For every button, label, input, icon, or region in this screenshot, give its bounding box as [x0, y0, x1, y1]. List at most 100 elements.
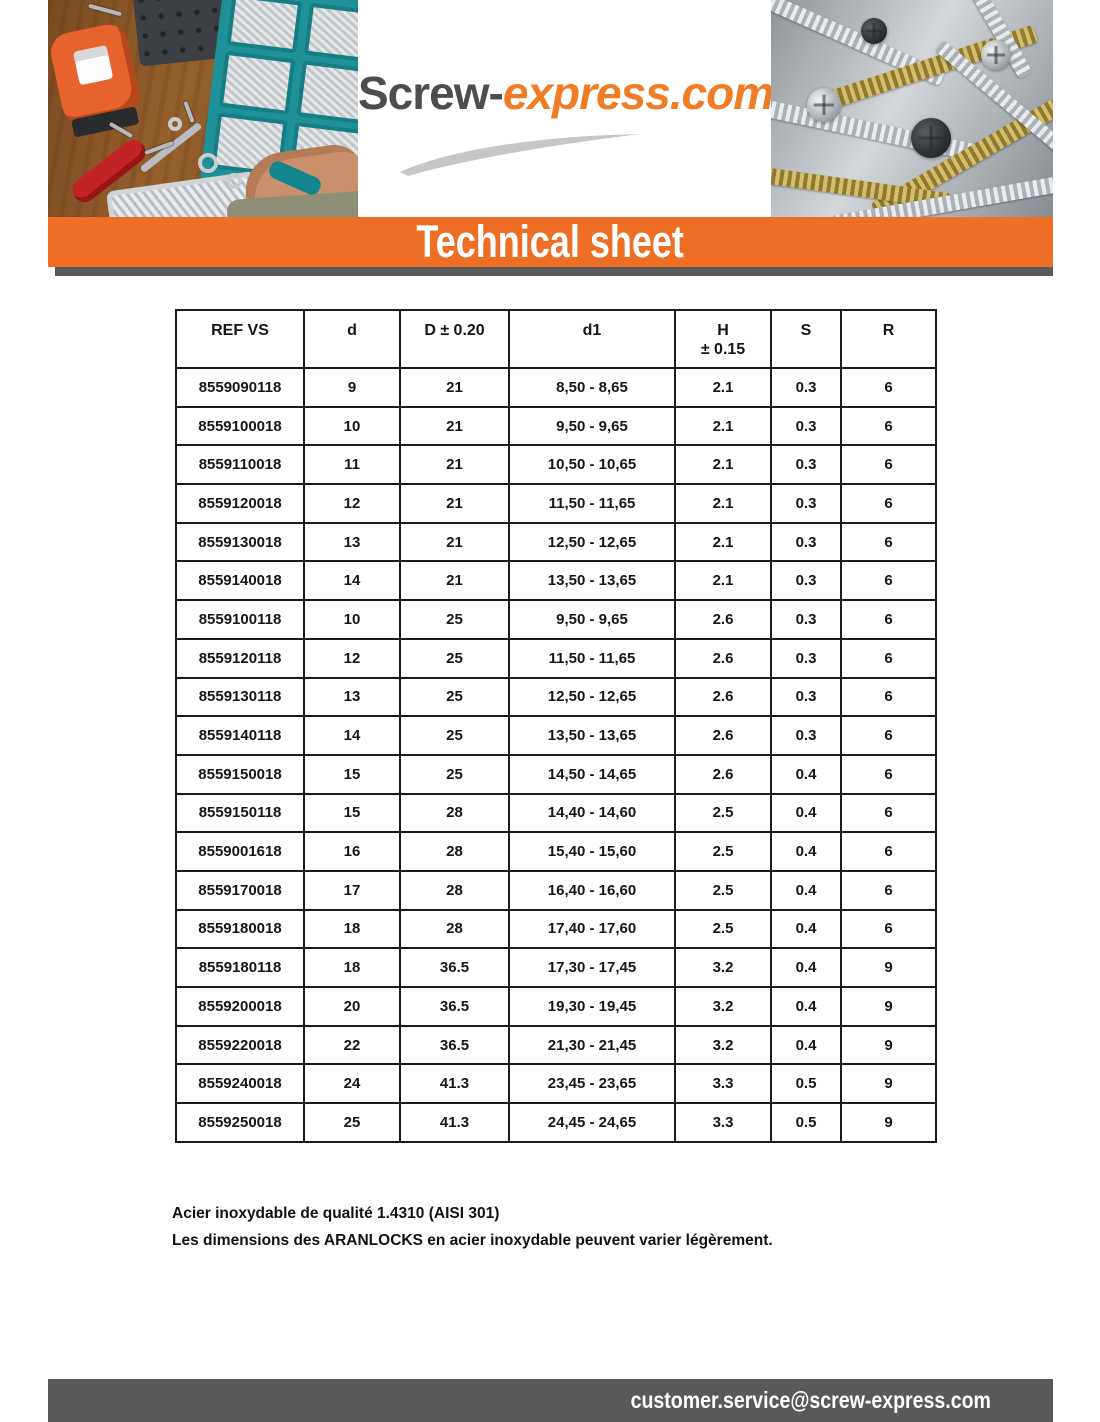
table-cell: 8559090118 [175, 367, 305, 408]
table-cell: 8559200018 [175, 986, 305, 1027]
table-row: 8559001618 16 28 15,40 - 15,60 2.5 0.4 6 [175, 831, 937, 872]
footnote-material: Acier inoxydable de qualité 1.4310 (AISI… [172, 1205, 500, 1222]
table-cell: 25 [399, 676, 510, 718]
table-cell: 8559100018 [175, 405, 305, 447]
table-cell: 9 [303, 367, 401, 408]
table-cell: 0.4 [770, 986, 842, 1027]
table-cell: 9 [840, 1063, 937, 1105]
table-cell: 13,50 - 13,65 [508, 715, 676, 756]
table-row: 8559140118 14 25 13,50 - 13,65 2.6 0.3 6 [175, 715, 937, 756]
table-row: 8559180018 18 28 17,40 - 17,60 2.5 0.4 6 [175, 908, 937, 950]
table-cell: 0.4 [770, 869, 842, 911]
table-cell: 2.1 [674, 560, 772, 602]
table-cell: 0.3 [770, 560, 842, 602]
table-cell: 15 [303, 792, 401, 834]
table-cell: 0.5 [770, 1063, 842, 1105]
table-cell: 0.4 [770, 792, 842, 834]
table-cell: 9 [840, 1024, 937, 1066]
brand-logo-text-gray: Screw- [358, 67, 504, 119]
table-cell: 12,50 - 12,65 [508, 676, 676, 718]
table-cell: 0.3 [770, 444, 842, 486]
table-cell: 3.3 [674, 1063, 772, 1105]
spec-table: REF VS d D ± 0.20 d1 H ± 0.15 S R 8559090118 9 21 8… [175, 309, 937, 1143]
table-cell: 15,40 - 15,60 [508, 831, 676, 872]
table-cell: 2.6 [674, 637, 772, 679]
table-cell: 8559180118 [175, 947, 305, 988]
table-cell: 9 [840, 986, 937, 1027]
table-cell: 8559140018 [175, 560, 305, 602]
table-cell: 2.1 [674, 483, 772, 524]
table-cell: 20 [303, 986, 401, 1027]
table-cell: 2.5 [674, 869, 772, 911]
table-cell: 2.1 [674, 367, 772, 408]
table-cell: 13 [303, 676, 401, 718]
table-cell: 8559220018 [175, 1024, 305, 1066]
table-cell: 12 [303, 483, 401, 524]
table-cell: 8559140118 [175, 715, 305, 756]
brand-logo-text-orange: express.com [502, 67, 774, 119]
table-cell: 25 [399, 753, 510, 795]
table-row: 8559200018 20 36.5 19,30 - 19,45 3.2 0.4 9 [175, 986, 937, 1027]
table-cell: 19,30 - 19,45 [508, 986, 676, 1027]
table-cell: 2.5 [674, 908, 772, 950]
table-cell: 21 [399, 444, 510, 486]
table-row: 8559240018 24 41.3 23,45 - 23,65 3.3 0.5 9 [175, 1063, 937, 1105]
column-header: d [303, 309, 401, 369]
page-header: Screw-express.com [48, 0, 1053, 217]
table-cell: 2.1 [674, 405, 772, 447]
column-header: REF VS [175, 309, 305, 369]
table-cell: 3.2 [674, 1024, 772, 1066]
column-header: S [770, 309, 842, 369]
screw-head-decor [861, 18, 887, 44]
table-row: 8559220018 22 36.5 21,30 - 21,45 3.2 0.4 9 [175, 1024, 937, 1066]
column-header: D ± 0.20 [399, 309, 510, 369]
table-cell: 25 [303, 1102, 401, 1143]
column-header: d1 [508, 309, 676, 369]
logo-swoosh-icon [400, 134, 640, 176]
table-cell: 8559150118 [175, 792, 305, 834]
table-cell: 17,40 - 17,60 [508, 908, 676, 950]
table-cell: 0.4 [770, 753, 842, 795]
table-cell: 0.5 [770, 1102, 842, 1143]
table-cell: 10 [303, 599, 401, 640]
table-cell: 2.6 [674, 753, 772, 795]
table-cell: 6 [840, 560, 937, 602]
table-cell: 16 [303, 831, 401, 872]
table-cell: 2.6 [674, 676, 772, 718]
table-cell: 2.6 [674, 715, 772, 756]
table-cell: 9,50 - 9,65 [508, 405, 676, 447]
table-cell: 9,50 - 9,65 [508, 599, 676, 640]
table-cell: 8559170018 [175, 869, 305, 911]
table-cell: 0.3 [770, 637, 842, 679]
column-header: H ± 0.15 [674, 309, 772, 369]
title-banner: Technical sheet [48, 217, 1053, 267]
table-cell: 28 [399, 908, 510, 950]
table-cell: 12 [303, 637, 401, 679]
table-row: 8559110018 11 21 10,50 - 10,65 2.1 0.3 6 [175, 444, 937, 486]
table-cell: 2.6 [674, 599, 772, 640]
table-cell: 8,50 - 8,65 [508, 367, 676, 408]
screw-head-decor [807, 88, 841, 122]
table-cell: 0.4 [770, 1024, 842, 1066]
table-cell: 8559100118 [175, 599, 305, 640]
table-cell: 8559120018 [175, 483, 305, 524]
table-cell: 25 [399, 599, 510, 640]
table-row: 8559150018 15 25 14,50 - 14,65 2.6 0.4 6 [175, 753, 937, 795]
table-cell: 21 [399, 405, 510, 447]
header-photo-right-screws [771, 0, 1053, 217]
table-cell: 11 [303, 444, 401, 486]
table-cell: 2.5 [674, 831, 772, 872]
contact-email: customer.service@screw-express.com [630, 1387, 991, 1413]
table-cell: 24,45 - 24,65 [508, 1102, 676, 1143]
table-cell: 6 [840, 792, 937, 834]
table-row: 8559250018 25 41.3 24,45 - 24,65 3.3 0.5 9 [175, 1102, 937, 1143]
table-cell: 13 [303, 521, 401, 563]
table-cell: 6 [840, 753, 937, 795]
table-row: 8559100118 10 25 9,50 - 9,65 2.6 0.3 6 [175, 599, 937, 640]
table-row: 8559170018 17 28 16,40 - 16,60 2.5 0.4 6 [175, 869, 937, 911]
table-cell: 28 [399, 869, 510, 911]
footer-bar: customer.service@screw-express.com [48, 1379, 1053, 1422]
table-cell: 8559130118 [175, 676, 305, 718]
table-row: 8559090118 9 21 8,50 - 8,65 2.1 0.3 6 [175, 367, 937, 408]
